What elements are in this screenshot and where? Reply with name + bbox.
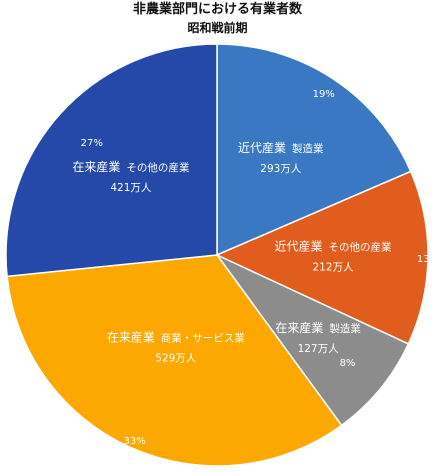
- slice-subcategory: その他の産業: [126, 161, 189, 174]
- slice-value-label: 212万人: [312, 262, 354, 274]
- slice-category-label: 在来産業 商業・サービス業: [107, 330, 246, 345]
- slice-category: 近代産業: [238, 140, 286, 155]
- slice-value-label: 529万人: [155, 353, 197, 365]
- slice-percent-label: 8%: [340, 358, 356, 369]
- slice-subcategory: その他の産業: [329, 241, 392, 254]
- slice-percent-label: 33%: [123, 436, 145, 447]
- slice-category: 在来産業: [275, 320, 323, 335]
- slice-percent-label: 13%: [417, 254, 435, 265]
- pie-slice: [6, 254, 343, 467]
- slice-subcategory: 商業・サービス業: [161, 332, 245, 345]
- pie-slice: [215, 170, 429, 345]
- pie-slice: [5, 43, 218, 278]
- slice-category-label: 在来産業 その他の産業: [72, 159, 190, 174]
- slice-subcategory: 製造業: [292, 142, 324, 155]
- chart-title: 非農業部門における有業者数: [132, 2, 302, 17]
- slice-percent-label: 27%: [81, 138, 103, 149]
- slice-value-label: 127万人: [298, 343, 340, 355]
- slice-category-label: 在来産業 製造業: [275, 320, 361, 335]
- slice-category: 在来産業: [72, 159, 120, 174]
- slice-category-label: 近代産業 製造業: [238, 140, 324, 155]
- slice-category: 近代産業: [274, 239, 322, 254]
- slice-subcategory: 製造業: [329, 322, 361, 335]
- pie-slice: [216, 43, 412, 257]
- slice-value-label: 421万人: [110, 182, 152, 194]
- slice-category-label: 近代産業 その他の産業: [274, 239, 392, 254]
- chart-subtitle: 昭和戦前期: [187, 21, 248, 35]
- slice-value-label: 293万人: [260, 163, 302, 175]
- slice-percent-label: 19%: [313, 89, 335, 100]
- slice-category: 在来産業: [107, 330, 155, 345]
- pie-slice: [216, 254, 410, 427]
